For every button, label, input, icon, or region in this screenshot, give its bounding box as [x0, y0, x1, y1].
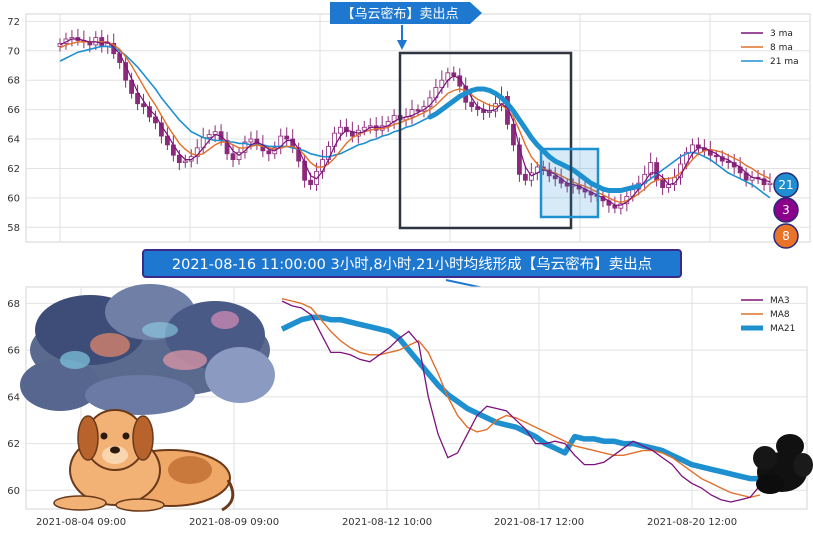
top-y-tick-label: 72	[7, 17, 20, 28]
candle-body	[129, 79, 134, 94]
candle-body	[660, 179, 666, 188]
storm-cloud-illustration	[20, 284, 275, 415]
candle-body	[266, 150, 272, 155]
candle-body	[528, 172, 534, 181]
bottom-y-tick-label: 68	[7, 299, 20, 310]
signal-box-blue	[539, 147, 600, 219]
bottom-y-tick-label: 66	[7, 346, 20, 357]
top-y-tick-label: 70	[7, 46, 20, 57]
candle-body	[409, 109, 415, 118]
top-chart: 58 60 62 64 66 68 70 72 3 ma 8 ma 21 ma 21 3 8	[7, 2, 811, 249]
top-ma8-line	[59, 41, 771, 204]
ma-badges: 21 3 8	[773, 172, 799, 249]
candle-body	[761, 178, 767, 186]
top-y-tick-label: 62	[7, 164, 20, 175]
candle-body	[439, 79, 445, 88]
legend-ma8: MA8	[770, 310, 790, 320]
candle-body	[164, 135, 170, 146]
legend-8ma: 8 ma	[770, 43, 793, 53]
bottom-x-tick-label: 2021-08-20 12:00	[647, 517, 737, 528]
candle-body	[690, 144, 695, 153]
header-callout: 【乌云密布】卖出点	[330, 2, 482, 50]
header-callout-text: 【乌云密布】卖出点	[341, 6, 458, 22]
bottom-ma3-line	[281, 300, 761, 503]
candle-body	[522, 173, 528, 181]
zoom-box-dark	[398, 51, 573, 230]
bottom-x-ticks: 2021-08-04 09:00 2021-08-09 09:00 2021-08-…	[36, 517, 737, 528]
bottom-y-tick-label: 62	[7, 439, 20, 450]
bottom-x-tick-label: 2021-08-12 10:00	[342, 517, 432, 528]
candle-body	[236, 151, 242, 161]
legend-ma3: MA3	[770, 296, 790, 306]
bottom-y-ticks: 60 62 64 66 68	[7, 299, 20, 497]
candle-body	[338, 126, 343, 134]
top-ma21-line	[59, 45, 771, 199]
badge-3: 3	[782, 203, 790, 217]
dog-illustration	[53, 409, 235, 512]
badge-21: 21	[778, 178, 793, 192]
candle-body	[117, 53, 123, 63]
top-legend: 3 ma 8 ma 21 ma	[741, 29, 799, 67]
main-callout: 2021-08-16 11:00:00 3小时,8小时,21小时均线形成【乌云密…	[142, 249, 682, 298]
candle-body	[618, 203, 624, 209]
main-callout-text: 2021-08-16 11:00:00 3小时,8小时,21小时均线形成【乌云密…	[172, 256, 652, 273]
bottom-x-tick-label: 2021-08-17 12:00	[494, 517, 584, 528]
candle-body	[654, 162, 660, 181]
candle-body	[224, 140, 230, 155]
bottom-x-tick-label: 2021-08-04 09:00	[36, 517, 126, 528]
candle-body	[141, 103, 146, 108]
bottom-legend: MA3 MA8 MA21	[741, 296, 795, 334]
highlight-ma21-segment	[427, 86, 642, 193]
candle-body	[415, 109, 421, 112]
candle-body	[469, 101, 475, 108]
top-y-tick-label: 58	[7, 223, 20, 234]
bottom-ma21-line	[280, 314, 760, 482]
top-y-ticks: 58 60 62 64 66 68 70 72	[7, 17, 20, 234]
candle-body	[302, 160, 308, 181]
legend-21ma: 21 ma	[770, 57, 799, 67]
candle-body	[135, 93, 140, 105]
candle-body	[176, 154, 182, 163]
dark-cloud-illustration	[753, 434, 813, 494]
top-y-tick-label: 68	[7, 76, 20, 87]
candle-body	[230, 153, 236, 161]
candle-body	[206, 134, 212, 138]
top-plot-area	[25, 13, 811, 243]
candle-body	[248, 138, 254, 143]
candle-body	[343, 126, 349, 133]
candle-body	[648, 162, 654, 175]
candle-body	[361, 126, 367, 131]
top-y-tick-label: 64	[7, 135, 20, 146]
candle-body	[517, 144, 522, 175]
candle-body	[767, 182, 773, 186]
candle-body	[284, 135, 290, 140]
bottom-y-tick-label: 64	[7, 392, 20, 403]
badge-8: 8	[782, 229, 790, 243]
candle-body	[511, 123, 516, 146]
bottom-x-tick-label: 2021-08-09 09:00	[189, 517, 279, 528]
bottom-ma8-line	[281, 298, 761, 499]
top-y-tick-label: 60	[7, 193, 20, 204]
bottom-y-tick-label: 60	[7, 486, 20, 497]
top-ma3-line	[59, 38, 771, 206]
legend-3ma: 3 ma	[770, 29, 793, 39]
legend-ma21: MA21	[770, 324, 795, 334]
candle-body	[552, 175, 558, 180]
top-y-tick-label: 66	[7, 105, 20, 116]
candle-body	[308, 179, 313, 186]
candle-body	[182, 160, 188, 163]
